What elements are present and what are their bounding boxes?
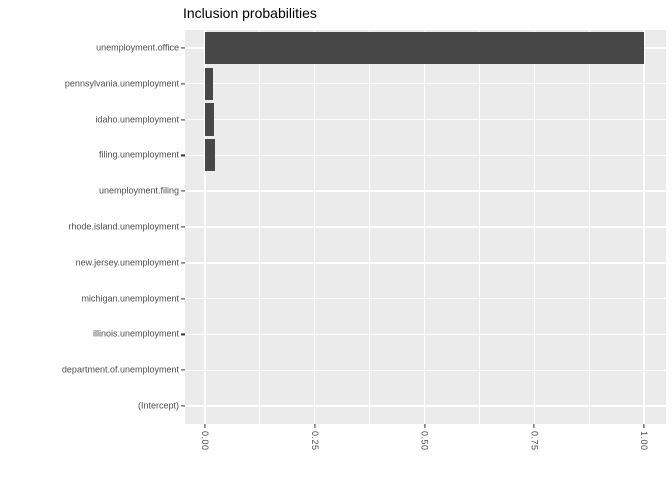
- y-axis-label: pennsylvania.unemployment: [64, 78, 179, 89]
- category-gridline: [185, 369, 666, 371]
- x-axis-tick-label: 0.00: [200, 431, 210, 451]
- y-axis-tick: [181, 83, 185, 85]
- category-gridline: [185, 154, 666, 157]
- y-axis-tick: [181, 47, 185, 49]
- y-axis-label: new.jersey.unemployment: [75, 257, 179, 268]
- category-gridline: [185, 83, 666, 85]
- plot-panel: [185, 30, 666, 424]
- chart-title: Inclusion probabilities: [183, 5, 317, 21]
- y-axis-tick: [181, 154, 185, 156]
- y-axis-tick: [181, 298, 185, 300]
- y-axis-label: rhode.island.unemployment: [68, 221, 179, 232]
- bar: [205, 139, 215, 172]
- bar: [205, 67, 213, 100]
- category-gridline: [185, 262, 666, 264]
- y-axis-tick: [181, 405, 185, 407]
- y-axis-tick: [181, 262, 185, 264]
- x-axis-tick-label: 0.50: [419, 431, 430, 451]
- y-axis-tick: [181, 226, 185, 228]
- x-axis-tick: [314, 424, 316, 428]
- y-axis-label: unemployment.filing: [98, 185, 179, 196]
- category-gridline: [185, 118, 666, 121]
- x-axis-tick: [423, 424, 426, 428]
- y-axis-tick: [181, 333, 185, 336]
- y-axis-label: department.of.unemployment: [61, 364, 179, 375]
- x-axis-tick-label: 1.00: [639, 431, 649, 451]
- y-axis-tick: [181, 190, 185, 192]
- x-axis-tick-label: 0.75: [529, 431, 540, 451]
- x-axis-tick: [643, 424, 645, 428]
- y-axis-tick: [181, 369, 185, 371]
- category-gridline: [185, 190, 666, 192]
- y-axis-tick: [181, 118, 185, 121]
- category-gridline: [185, 297, 666, 300]
- y-axis-label: michigan.unemployment: [81, 293, 179, 304]
- y-axis-label: idaho.unemployment: [95, 114, 179, 125]
- y-axis-label: illinois.unemployment: [92, 328, 179, 339]
- category-gridline: [185, 226, 666, 228]
- category-gridline: [185, 333, 666, 336]
- y-axis-label: (Intercept): [137, 400, 179, 411]
- x-axis-tick: [204, 424, 206, 428]
- y-axis-label: unemployment.office: [96, 42, 179, 53]
- category-gridline: [185, 405, 666, 407]
- bar: [205, 103, 214, 136]
- x-axis-tick: [533, 424, 535, 428]
- x-axis-tick-label: 0.25: [309, 431, 320, 451]
- y-axis-label: filing.unemployment: [98, 149, 179, 160]
- bar: [205, 31, 644, 65]
